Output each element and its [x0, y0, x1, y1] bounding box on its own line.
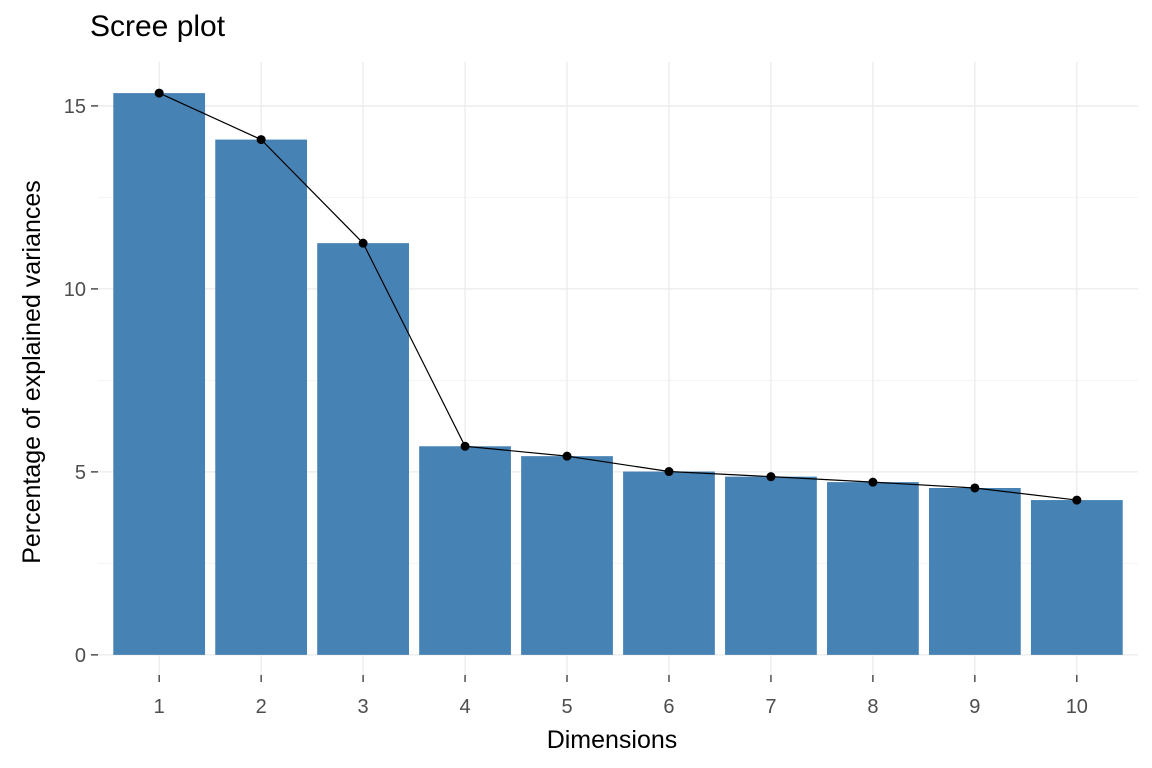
data-point: [256, 135, 266, 145]
bar: [623, 471, 715, 655]
data-point: [562, 451, 572, 461]
y-tick-label: 10: [64, 279, 86, 301]
y-tick-label: 15: [64, 96, 86, 118]
bar: [1030, 500, 1123, 655]
bar: [928, 487, 1021, 655]
x-tick-label: 6: [663, 696, 674, 718]
line-layer: [154, 88, 1082, 505]
y-tick-label: 0: [75, 645, 86, 667]
bar-layer: [113, 93, 1123, 655]
data-point: [664, 467, 674, 477]
x-tick-label: 10: [1066, 696, 1088, 718]
x-tick-label: 8: [867, 696, 878, 718]
bar: [725, 476, 817, 655]
axis-layer: 0 5 10 15 1 2 3 4 5 6 7 8 9 10: [64, 96, 1088, 718]
series-line: [158, 92, 1077, 501]
bar: [521, 456, 613, 655]
bar: [827, 482, 919, 655]
data-point: [868, 477, 878, 487]
data-point: [460, 441, 470, 451]
x-tick-label: 7: [765, 696, 776, 718]
x-tick-label: 3: [358, 696, 369, 718]
bar: [419, 446, 511, 655]
x-tick-label: 9: [969, 696, 980, 718]
data-point: [358, 238, 368, 248]
data-point: [154, 88, 164, 98]
data-point: [766, 472, 776, 482]
data-point: [970, 483, 980, 493]
x-tick-label: 4: [459, 696, 470, 718]
y-axis-label: Percentage of explained variances: [18, 180, 46, 564]
bar: [317, 243, 409, 655]
x-tick-label: 1: [154, 696, 165, 718]
bar: [215, 139, 308, 655]
y-tick-label: 5: [75, 462, 86, 484]
x-tick-label: 2: [256, 696, 267, 718]
bar: [113, 93, 206, 655]
data-point: [1072, 495, 1082, 505]
x-axis-label: Dimensions: [547, 726, 678, 754]
chart-title: Scree plot: [90, 10, 226, 43]
x-tick-label: 5: [561, 696, 572, 718]
